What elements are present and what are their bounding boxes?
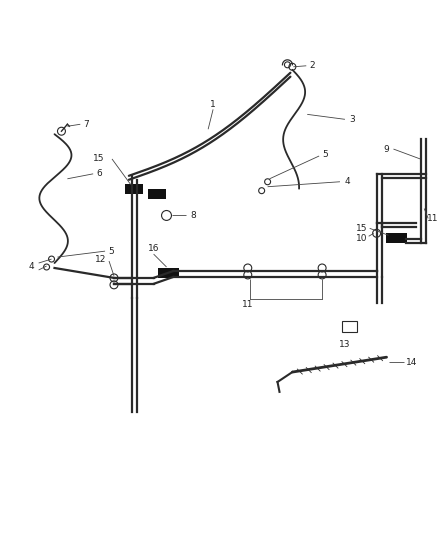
Bar xyxy=(342,320,357,333)
Text: 4: 4 xyxy=(29,262,35,271)
Text: 9: 9 xyxy=(384,144,389,154)
Text: 7: 7 xyxy=(83,120,89,129)
Text: 8: 8 xyxy=(191,211,196,220)
Text: 14: 14 xyxy=(406,358,417,367)
Text: 13: 13 xyxy=(339,340,351,349)
Text: 12: 12 xyxy=(95,255,107,263)
Text: 16: 16 xyxy=(148,244,159,253)
Text: 6: 6 xyxy=(96,169,102,179)
Text: 10: 10 xyxy=(356,234,367,243)
Text: 11: 11 xyxy=(427,214,438,223)
Text: 3: 3 xyxy=(349,115,355,124)
FancyBboxPatch shape xyxy=(158,268,180,278)
Text: 15: 15 xyxy=(356,224,367,233)
Text: 11: 11 xyxy=(242,300,254,309)
FancyBboxPatch shape xyxy=(148,189,166,199)
Text: 4: 4 xyxy=(344,177,350,186)
Text: 2: 2 xyxy=(309,61,315,70)
FancyBboxPatch shape xyxy=(385,233,407,243)
Text: 5: 5 xyxy=(322,150,328,158)
Text: 15: 15 xyxy=(93,155,105,164)
Text: 5: 5 xyxy=(108,247,114,256)
Text: 1: 1 xyxy=(210,100,216,109)
FancyBboxPatch shape xyxy=(125,184,143,193)
